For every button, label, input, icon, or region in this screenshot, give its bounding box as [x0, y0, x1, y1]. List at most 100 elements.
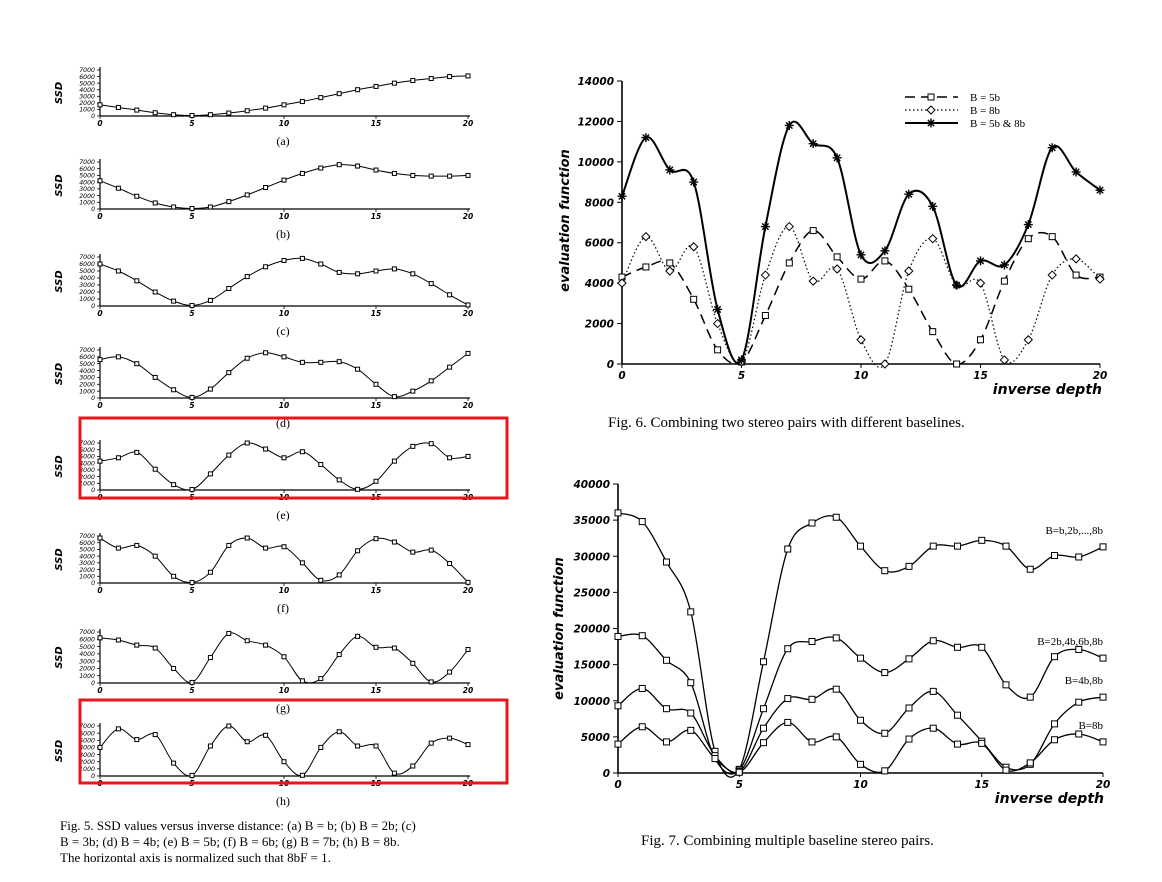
data-point — [638, 684, 646, 692]
data-point — [171, 482, 177, 488]
y-tick-label: 2000 — [79, 666, 95, 673]
x-tick-label: 10 — [279, 686, 289, 695]
data-point — [954, 711, 961, 719]
y-tick-label: 0 — [91, 113, 95, 120]
data-point — [880, 359, 890, 369]
data-point — [244, 355, 250, 361]
data-point — [263, 732, 269, 738]
x-tick-label: 20 — [463, 212, 473, 221]
data-point — [808, 638, 816, 646]
panel-label: (c) — [276, 324, 289, 338]
data-point — [428, 76, 434, 82]
data-point — [428, 547, 434, 553]
data-point — [784, 718, 792, 726]
y-tick-label: 0 — [91, 773, 95, 780]
x-tick-label: 5 — [189, 401, 194, 410]
data-point — [244, 274, 250, 280]
data-point — [952, 280, 962, 290]
data-point — [714, 346, 722, 354]
data-point — [391, 266, 397, 272]
data-point — [880, 246, 890, 256]
data-point — [856, 250, 866, 260]
data-point — [410, 78, 416, 84]
x-tick-label: 0 — [97, 586, 102, 595]
data-point — [97, 357, 103, 363]
data-point — [336, 477, 342, 483]
y-tick-label: 6000 — [585, 238, 614, 250]
data-point — [688, 242, 699, 252]
data-point — [1002, 766, 1010, 774]
data-point — [207, 112, 213, 118]
y-tick-label: 6000 — [79, 540, 95, 547]
data-point — [1095, 274, 1105, 284]
data-point — [115, 268, 121, 274]
data-point — [617, 278, 627, 288]
data-point — [244, 535, 250, 541]
data-point — [226, 452, 232, 458]
x-tick-label: 20 — [1093, 370, 1108, 382]
data-point — [663, 558, 670, 566]
data-point — [263, 545, 269, 551]
data-point — [189, 302, 195, 308]
data-point — [465, 172, 471, 178]
y-tick-label: 1000 — [79, 107, 95, 114]
data-point — [784, 221, 795, 232]
data-point — [857, 716, 864, 724]
y-tick-label: 2000 — [79, 567, 95, 574]
data-point — [226, 630, 232, 636]
data-point — [281, 102, 287, 108]
fig5-caption-line-2: B = 3b; (d) B = 4b; (e) B = 5b; (f) B = … — [60, 834, 400, 849]
series-label: B=2b,4b,6b,8b — [1037, 636, 1103, 648]
data-point — [244, 108, 250, 114]
data-point — [263, 105, 269, 111]
data-point — [663, 705, 670, 713]
data-point — [428, 740, 434, 746]
x-tick-label: 0 — [97, 401, 102, 410]
data-point — [207, 655, 213, 660]
data-point — [665, 266, 675, 276]
y-tick-label: 1000 — [79, 296, 95, 303]
y-axis-label: SSD — [54, 270, 65, 292]
data-point — [881, 257, 889, 265]
data-point — [189, 205, 195, 211]
highlight-box-e — [78, 416, 509, 500]
y-tick-label: 4000 — [79, 275, 95, 282]
data-point — [465, 453, 471, 459]
y-tick-label: 30000 — [573, 551, 610, 563]
data-point — [687, 608, 695, 616]
data-point — [134, 361, 140, 367]
x-tick-label: 10 — [279, 212, 289, 221]
data-point — [355, 486, 361, 492]
y-tick-label: 6000 — [79, 447, 95, 454]
y-tick-label: 6000 — [79, 166, 95, 173]
x-tick-label: 10 — [279, 586, 289, 595]
data-point — [281, 258, 287, 263]
data-point — [1075, 698, 1083, 706]
data-point — [465, 350, 471, 356]
fig7-caption: Fig. 7. Combining multiple baseline ster… — [641, 833, 934, 849]
data-point — [1051, 653, 1058, 661]
data-point — [1023, 335, 1034, 345]
data-point — [832, 513, 840, 521]
data-point — [373, 83, 379, 89]
data-point — [905, 735, 913, 743]
y-tick-label: 5000 — [79, 547, 95, 554]
data-point — [929, 328, 937, 336]
data-point — [134, 642, 140, 648]
data-point — [391, 539, 397, 545]
data-point — [152, 110, 158, 116]
panel-label: (f) — [277, 601, 289, 615]
data-point — [1099, 693, 1107, 701]
x-tick-label: 10 — [853, 779, 868, 791]
y-tick-label: 5000 — [79, 80, 95, 87]
x-tick-label: 15 — [371, 119, 381, 128]
data-point — [299, 449, 305, 455]
fig5-caption-line-3: The horizontal axis is normalized such t… — [60, 850, 331, 865]
data-point — [614, 740, 622, 748]
data-point — [171, 573, 177, 579]
x-tick-label: 15 — [371, 401, 381, 410]
legend-marker — [926, 105, 936, 115]
data-point — [1047, 270, 1057, 280]
data-point — [1099, 543, 1107, 551]
data-point — [263, 264, 269, 270]
